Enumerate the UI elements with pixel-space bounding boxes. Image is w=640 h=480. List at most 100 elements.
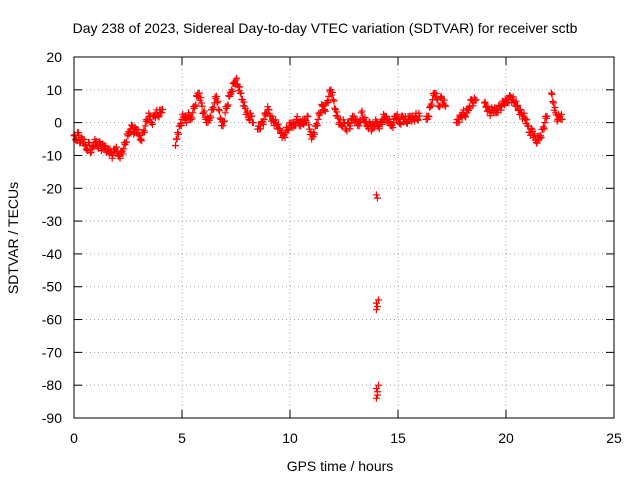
data-point — [472, 96, 480, 104]
data-point — [141, 128, 149, 136]
outlier-point — [373, 194, 381, 202]
data-point — [123, 138, 131, 146]
data-point — [197, 94, 205, 102]
data-point — [71, 136, 79, 144]
data-point — [550, 99, 558, 107]
data-point — [119, 150, 127, 158]
data-point — [314, 115, 322, 123]
data-point — [112, 143, 120, 151]
y-tick-label: 10 — [46, 82, 62, 98]
axis-ticks: 20 10 0 -10 -20 -30 -40 -50 -60 -70 -80 -90 0 5 10 15 20… — [42, 49, 622, 446]
y-tick-label: -20 — [42, 180, 62, 196]
data-point — [512, 97, 520, 105]
data-point — [109, 151, 117, 159]
data-point — [333, 108, 341, 116]
data-point — [274, 120, 282, 128]
data-point — [219, 122, 227, 130]
data-point — [141, 122, 149, 130]
data-point — [520, 109, 528, 117]
data-point — [87, 149, 95, 157]
data-point — [148, 120, 156, 128]
x-tick-label: 15 — [390, 430, 406, 446]
x-axis-title: GPS time / hours — [287, 458, 394, 474]
outlier-point — [372, 191, 380, 199]
data-point — [548, 90, 556, 98]
data-point — [82, 146, 90, 154]
data-point — [543, 112, 551, 120]
data-point — [95, 137, 103, 145]
data-point — [215, 107, 223, 115]
data-point — [549, 98, 557, 106]
y-tick-label: -80 — [42, 377, 62, 393]
outlier-point — [373, 391, 381, 399]
data-point — [195, 89, 203, 97]
y-tick-label: -90 — [42, 410, 62, 426]
data-point — [240, 98, 248, 106]
y-axis-title: SDTVAR / TECUs — [5, 182, 21, 294]
data-point — [85, 138, 93, 146]
data-point — [310, 130, 318, 138]
data-point — [174, 128, 182, 136]
data-point — [177, 121, 185, 129]
data-point — [484, 102, 492, 110]
data-point — [189, 109, 197, 117]
grid — [74, 57, 614, 418]
data-point — [200, 109, 208, 117]
data-point — [305, 121, 313, 129]
data-point — [207, 114, 215, 122]
y-tick-label: -30 — [42, 213, 62, 229]
data-point — [158, 109, 166, 117]
data-point — [215, 106, 223, 114]
data-point — [276, 124, 284, 132]
data-point — [537, 134, 545, 142]
data-point — [514, 101, 522, 109]
outlier-point — [372, 306, 380, 314]
data-point — [236, 83, 244, 91]
data-point — [328, 88, 336, 96]
data-point — [228, 88, 236, 96]
data-point — [74, 128, 82, 136]
data-point — [462, 113, 470, 121]
data-point — [200, 107, 208, 115]
data-point — [541, 119, 549, 127]
y-tick-label: 0 — [54, 115, 62, 131]
data-point — [120, 145, 128, 153]
data-point — [134, 126, 142, 134]
data-point — [224, 101, 232, 109]
y-tick-label: -10 — [42, 147, 62, 163]
data-point — [223, 102, 231, 110]
data-point — [214, 97, 222, 105]
data-point — [248, 112, 256, 120]
chart-title: Day 238 of 2023, Sidereal Day-to-day VTE… — [73, 20, 578, 36]
data-point — [320, 106, 328, 114]
data-point — [182, 119, 190, 127]
data-point — [128, 121, 136, 129]
y-tick-label: -50 — [42, 279, 62, 295]
data-point — [358, 107, 366, 115]
data-point — [259, 120, 267, 128]
data-point — [313, 121, 321, 129]
data-point — [272, 116, 280, 124]
data-point — [424, 112, 432, 120]
data-point — [216, 114, 224, 122]
data-point — [188, 115, 196, 123]
data-point — [285, 126, 293, 134]
data-point — [324, 99, 332, 107]
data-point — [304, 113, 312, 121]
data-point — [116, 154, 124, 162]
data-point — [442, 102, 450, 110]
data-point — [557, 110, 565, 118]
data-point — [395, 120, 403, 128]
data-point — [558, 115, 566, 123]
data-point — [346, 122, 354, 130]
data-point — [159, 106, 167, 114]
data-point — [281, 134, 289, 142]
data-point — [191, 102, 199, 110]
data-point — [260, 115, 268, 123]
data-point — [432, 90, 440, 98]
data-point — [330, 97, 338, 105]
data-point — [256, 125, 264, 133]
plot-frame — [73, 56, 615, 419]
data-point — [375, 125, 383, 133]
